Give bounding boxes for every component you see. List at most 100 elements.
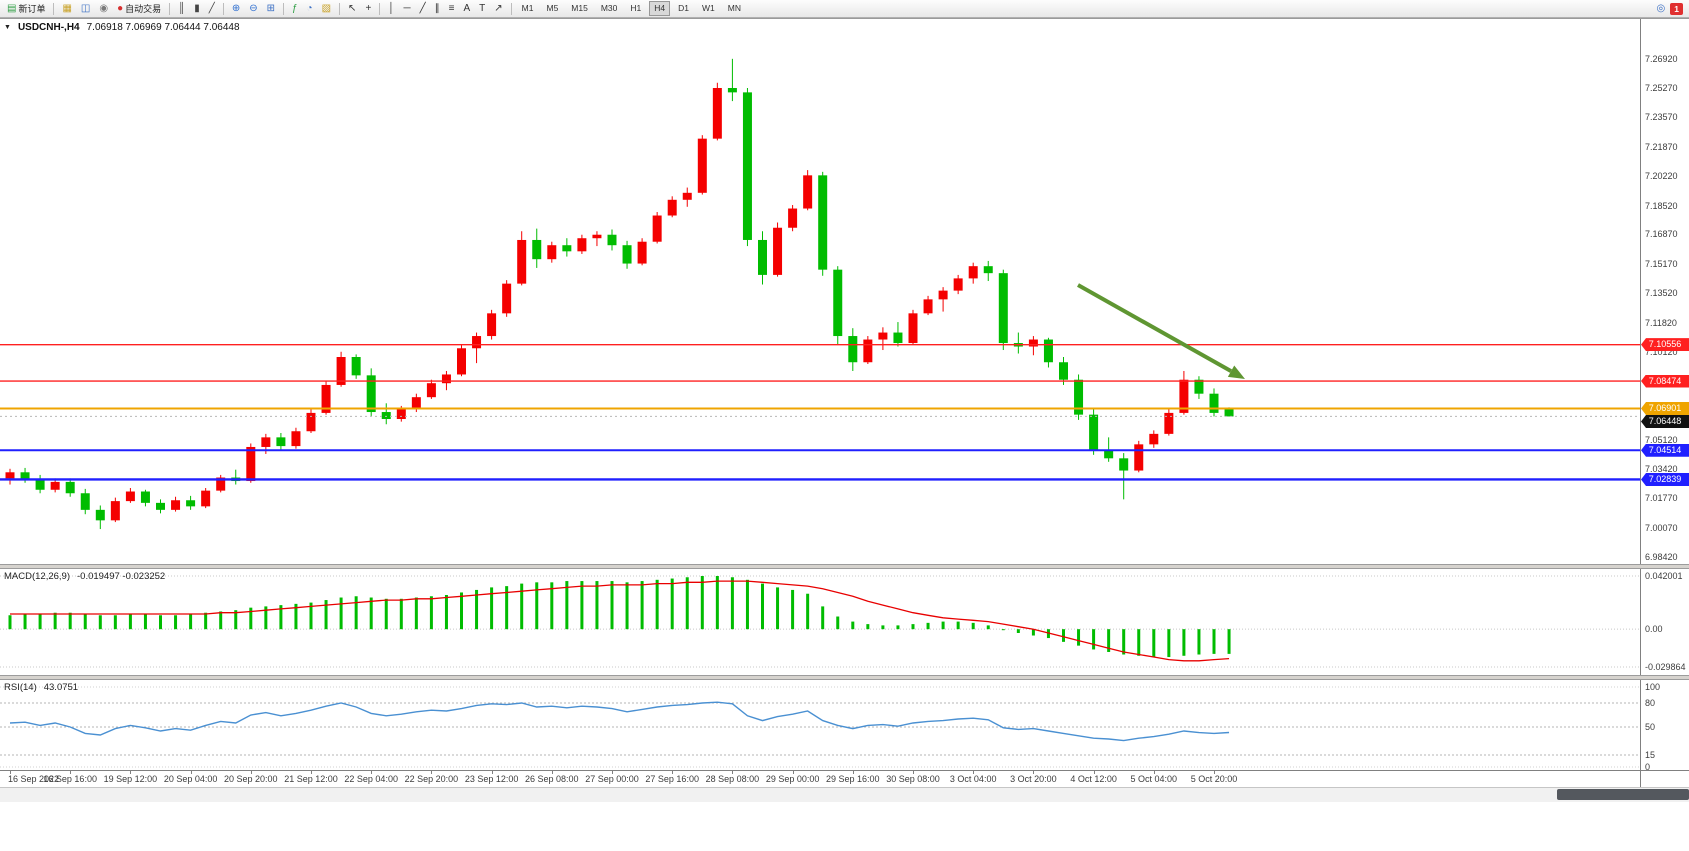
price-tag[interactable]: 7.08474 [1641,374,1689,388]
price-axis-label: 7.23570 [1645,112,1678,123]
rsi-panel[interactable]: RSI(14) 43.0751 [0,680,1640,770]
time-axis-tick [1214,771,1215,774]
timeframe-m30-button[interactable]: M30 [600,3,618,13]
fibonacci-button[interactable]: ≡ [445,0,459,17]
price-axis-label: 7.21870 [1645,142,1678,153]
rsi-axis: 100 80 50 15 0 [1640,680,1689,770]
label-button[interactable]: T [475,0,489,17]
zoom-in-button[interactable]: ⊕ [228,0,244,17]
price-axis-label: 7.03420 [1645,464,1678,475]
price-axis-label: 7.25270 [1645,82,1678,93]
time-axis-tick [1093,771,1095,774]
panel-splitter[interactable] [0,675,1689,680]
scrollbar-thumb[interactable] [1557,789,1689,800]
bar-chart-button[interactable]: ║ [174,0,189,17]
chart-header: ▼ USDCNH-,H4 7.06918 7.06969 7.06444 7.0… [4,22,240,33]
price-tag[interactable]: 7.06448 [1641,415,1689,429]
macd-panel[interactable]: MACD(12,26,9) -0.019497 -0.023252 [0,569,1640,675]
candlestick-chart-button[interactable]: ▮ [190,0,204,17]
time-axis-label: 22 Sep 04:00 [344,774,398,784]
line-chart-button[interactable]: ╱ [205,0,219,17]
price-tag[interactable]: 7.06901 [1641,402,1689,416]
price-axis-label: 7.05120 [1645,434,1678,445]
chart-ohlc-values: 7.06918 7.06969 7.06444 7.06448 [86,22,240,33]
indicators-button[interactable]: ƒ [288,0,302,17]
time-axis-label: 26 Sep 08:00 [525,774,579,784]
rsi-axis-label: 100 [1645,682,1661,692]
chart-collapse-icon[interactable]: ▼ [4,24,11,31]
timeframe-h1-button[interactable]: H1 [630,3,642,13]
panel-splitter[interactable] [0,564,1689,569]
time-axis-label: 30 Sep 08:00 [886,774,940,784]
rsi-axis-label: 50 [1645,722,1656,732]
text-button[interactable]: A [460,0,475,17]
sounds-button[interactable]: ◉ [95,0,112,17]
macd-signal-line [10,580,1230,662]
periods-button[interactable]: ◔ [303,0,317,17]
price-axis-label: 7.15170 [1645,259,1678,270]
template-icon: ▧ [321,2,332,14]
crosshair-button[interactable]: + [361,0,375,17]
macd-values: -0.019497 -0.023252 [77,571,166,582]
tile-windows-button[interactable]: ⊞ [263,0,279,17]
timeframe-m1-button[interactable]: M1 [521,3,534,13]
profiles-button[interactable]: ◫ [77,0,94,17]
time-axis-label: 20 Sep 04:00 [163,774,218,784]
timeframe-m5-button[interactable]: M5 [546,3,559,13]
time-axis-tick [973,771,975,774]
time-axis-label: 23 Sep 12:00 [464,774,519,784]
horizontal-scrollbar[interactable] [0,787,1689,802]
timeframe-mn-button[interactable]: MN [727,3,741,13]
time-axis-row: 16 Sep 2022 16 Sep 16:00 19 Sep 12:00 20 Se… [0,770,1689,787]
vertical-line-button[interactable]: │ [384,0,398,17]
zoom-out-button[interactable]: ⊖ [245,0,261,17]
trend-arrow[interactable] [1077,283,1233,373]
time-axis-tick [1033,771,1035,774]
sound-icon: ◉ [99,2,109,14]
charts-grid-button[interactable]: ▦ [58,0,75,17]
timeframe-w1-button[interactable]: W1 [702,3,715,13]
search-button[interactable]: ◎ [1653,0,1670,17]
time-axis-label: 16 Sep 16:00 [43,774,97,784]
time-axis-label: 5 Oct 04:00 [1130,774,1178,784]
new-order-icon: ▤ [7,2,17,14]
timeframe-d1-button[interactable]: D1 [678,3,690,13]
price-tag[interactable]: 7.04514 [1641,443,1689,457]
toolbar-separator [53,2,55,15]
timeframe-h4-button[interactable]: H4 [649,1,671,16]
cursor-icon: ↖ [348,2,357,14]
trend-arrow-head[interactable] [1227,365,1245,379]
timeframe-m15-button[interactable]: M15 [571,3,588,13]
macd-header: MACD(12,26,9) -0.019497 -0.023252 [4,571,165,582]
price-axis-label: 7.01770 [1645,493,1678,504]
auto-trading-button[interactable]: ● 自动交易 [113,0,165,17]
rsi-title: RSI(14) [4,682,37,693]
templates-button[interactable]: ▧ [318,0,335,17]
label-icon: T [479,2,486,14]
arrows-button[interactable]: ↗ [490,0,506,17]
time-axis-label: 29 Sep 16:00 [826,774,880,784]
time-axis[interactable]: 16 Sep 2022 16 Sep 16:00 19 Sep 12:00 20 Se… [0,771,1640,787]
time-axis-tick [913,771,914,774]
price-axis[interactable]: 7.26920 7.25270 7.23570 7.21870 7.20220 7.185… [1640,19,1689,564]
price-tag[interactable]: 7.10556 [1641,338,1689,352]
price-chart-row: ▼ USDCNH-,H4 7.06918 7.06969 7.06444 7.0… [0,19,1689,564]
channel-button[interactable]: ∥ [431,0,444,17]
time-axis-tick [130,771,132,774]
profiles-icon: ◫ [80,2,91,14]
time-axis-tick [491,771,493,774]
trendline-button[interactable]: ╱ [416,0,430,17]
notification-badge[interactable]: 1 [1670,2,1683,15]
price-axis-label: 7.18520 [1645,200,1678,211]
rsi-axis-label: 15 [1645,750,1656,760]
cursor-button[interactable]: ↖ [344,0,360,17]
rsi-line [9,701,1230,742]
time-axis-tick [371,771,373,774]
toolbar-separator [222,2,224,15]
price-chart[interactable]: ▼ USDCNH-,H4 7.06918 7.06969 7.06444 7.0… [0,19,1640,564]
new-order-button[interactable]: ▤ 新订单 [3,0,49,17]
price-tag[interactable]: 7.02839 [1641,472,1689,486]
horizontal-line-button[interactable]: ─ [400,0,415,17]
candlestick-plot[interactable] [0,19,1640,564]
macd-axis-label: -0.029864 [1645,662,1686,672]
